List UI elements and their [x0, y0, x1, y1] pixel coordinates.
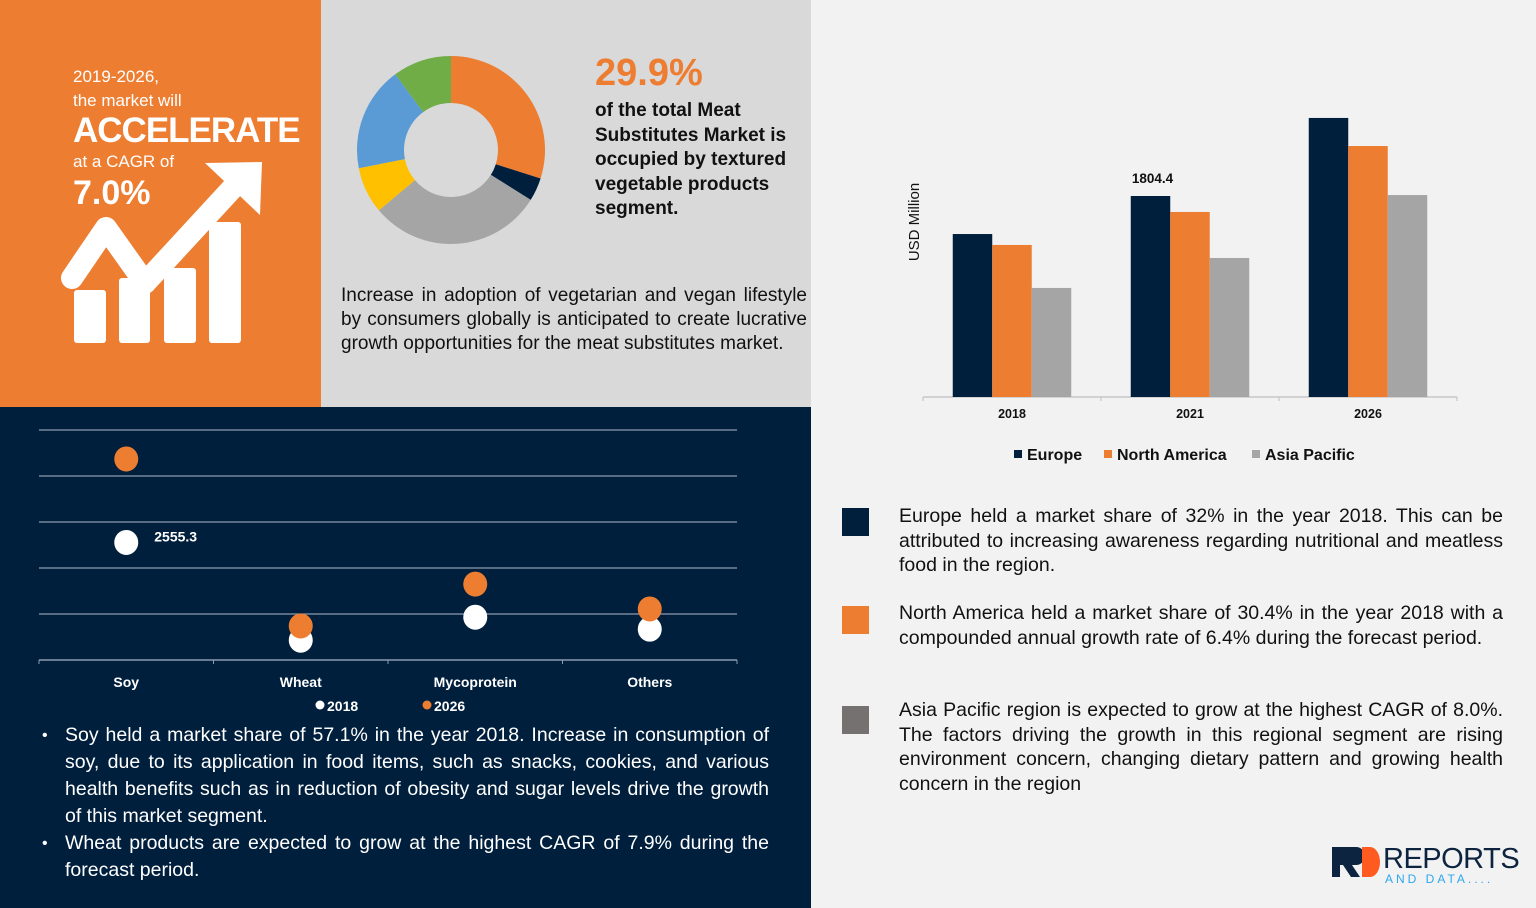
y-axis-label: USD Million [906, 183, 923, 261]
legend-swatch [1252, 450, 1260, 458]
category-label: 2021 [1176, 407, 1204, 421]
donut-slice [451, 56, 545, 179]
donut-slice [378, 174, 531, 244]
cagr-label: at a CAGR of [73, 152, 175, 171]
dot-2026 [463, 571, 488, 597]
legend-square-europe [842, 508, 869, 536]
growth-chart-arrow-icon [61, 162, 262, 343]
bar-europe [1130, 196, 1171, 397]
data-label: 2555.3 [154, 528, 197, 544]
bar-north-america [1348, 146, 1388, 397]
bar-asia-pacific [1031, 287, 1072, 397]
bullet-soy: Soy held a market share of 57.1% in the … [40, 722, 769, 830]
legend-dot [422, 700, 432, 710]
share-text: of the total Meat Substitutes Market is … [595, 100, 787, 219]
share-value: 29.9% [595, 52, 703, 94]
legend-square-north-america [842, 606, 869, 634]
headline: ACCELERATE [73, 111, 301, 150]
donut-slice [395, 56, 451, 113]
legend-swatch [1014, 450, 1022, 458]
logo-sub: AND DATA.... [1385, 872, 1494, 886]
category-label: 2018 [998, 407, 1026, 421]
donut-slice [357, 74, 424, 169]
bar-asia-pacific [1387, 195, 1428, 397]
market-will-text: the market will [73, 91, 182, 110]
donut-slice [490, 164, 541, 200]
regional-bar-chart: 2018 2021 2026 1804.4 USD Million Europe North… [906, 117, 1458, 464]
legend-label: 2026 [434, 698, 465, 714]
dot-2018 [463, 604, 488, 630]
cagr-value: 7.0% [73, 174, 151, 212]
bar-europe [952, 234, 993, 397]
reports-and-data-logo: REPORTS AND DATA.... [1330, 843, 1520, 888]
category-label: Wheat [280, 674, 322, 690]
segment-bullets: Soy held a market share of 57.1% in the … [40, 722, 769, 884]
bar-europe [1308, 117, 1349, 398]
legend-label: North America [1117, 447, 1227, 464]
dot-2026 [288, 613, 313, 639]
cagr-panel [0, 0, 321, 407]
legend-dot [315, 700, 325, 710]
bar-north-america [1170, 211, 1210, 397]
dot-2026 [114, 446, 139, 472]
note-north-america: North America held a market share of 30.… [899, 602, 1503, 649]
legend-swatch [1104, 450, 1112, 458]
dot-2026 [637, 596, 662, 622]
data-label: 1804.4 [1132, 171, 1174, 186]
category-label: Soy [113, 674, 139, 690]
segment-dot-chart: Soy Wheat Mycoprotein Others 2555.3 2018 2026 [38, 429, 738, 714]
note-europe: Europe held a market share of 32% in the… [899, 505, 1503, 576]
note-asia-pacific: Asia Pacific region is expected to grow … [899, 699, 1503, 795]
intro-text: Increase in adoption of vegetarian and v… [341, 285, 807, 354]
bullet-wheat: Wheat products are expected to grow at t… [40, 830, 769, 884]
category-label: Mycoprotein [434, 674, 517, 690]
category-label: Others [627, 674, 672, 690]
donut-slice [358, 159, 415, 211]
legend-label: Europe [1027, 447, 1082, 464]
bar-north-america [992, 244, 1032, 397]
dot-2018 [114, 529, 139, 555]
category-label: 2026 [1354, 407, 1382, 421]
period-text: 2019-2026, [73, 67, 160, 86]
legend-label: 2018 [327, 698, 358, 714]
logo-mark-icon [1332, 847, 1380, 877]
legend-square-asia-pacific [842, 706, 869, 734]
donut-chart [357, 56, 545, 244]
legend-label: Asia Pacific [1265, 447, 1355, 464]
dot-2018 [637, 616, 662, 642]
logo-word: REPORTS [1383, 843, 1520, 875]
bar-asia-pacific [1209, 257, 1250, 397]
